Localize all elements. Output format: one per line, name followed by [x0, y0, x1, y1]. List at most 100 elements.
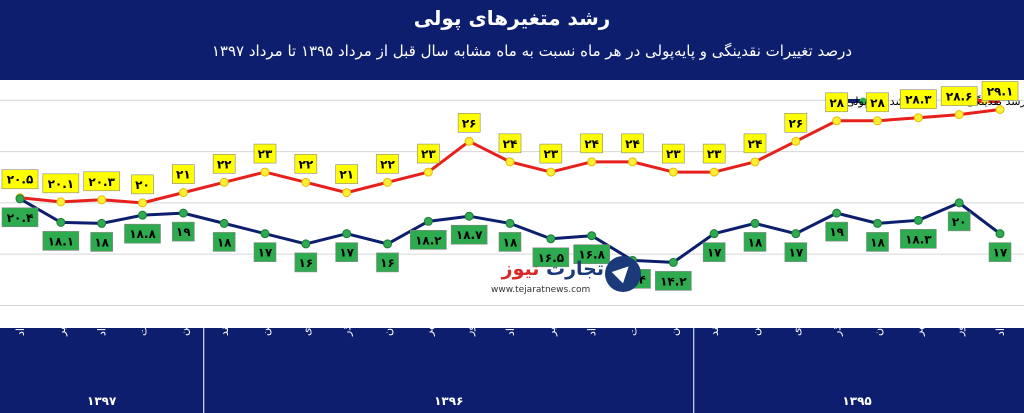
liquidity-data-label-text: ۲۳ [544, 147, 559, 161]
base-point [178, 208, 188, 218]
liquidity-data-label: ۲۶ [457, 113, 481, 133]
base-point [342, 229, 352, 239]
liquidity-point [260, 167, 270, 177]
x-tick-label: دی [300, 328, 313, 336]
liquidity-point [505, 157, 515, 167]
liquidity-data-label-box [212, 154, 236, 174]
logo-name: تجارت نیوز [502, 258, 604, 280]
liquidity-data-label-text: ۲۳ [707, 147, 722, 161]
base-data-label-text: ۱۸.۲ [415, 233, 442, 247]
liquidity-data-label: ۲۲ [212, 154, 236, 174]
liquidity-data-label-box [784, 113, 808, 133]
base-data-label: ۱۸ [866, 232, 889, 252]
logo-name-part1: تجارت [546, 258, 604, 280]
liquidity-data-label-box [866, 92, 889, 113]
liquidity-point [587, 157, 597, 167]
base-data-label: ۲۰.۴ [1, 207, 39, 228]
base-data-label: ۱۷ [702, 242, 726, 262]
base-data-label: ۱۸.۱ [42, 231, 80, 251]
base-data-label: ۱۸.۸ [124, 223, 161, 244]
base-data-label-box [825, 221, 848, 242]
base-data-label-box [124, 223, 161, 244]
logo-url: www.tejaratnews.com [491, 285, 591, 295]
chart-title: رشد متغیرهای پولی [413, 6, 611, 30]
base-data-label-text: ۱۸.۱ [48, 234, 75, 248]
base-data-label-box [532, 247, 570, 268]
base-data-label-text: ۱۷ [258, 246, 273, 260]
base-data-label-box [90, 232, 113, 252]
base-data-label-text: ۱۸.۷ [456, 228, 483, 242]
liquidity-data-label-box [539, 143, 563, 164]
liquidity-data-label-box [131, 174, 154, 195]
x-tick-label: مرداد [504, 328, 517, 336]
liquidity-data-label-text: ۲۴ [625, 137, 640, 151]
liquidity-data-label-text: ۲۸ [829, 96, 844, 110]
base-point [15, 194, 25, 204]
liquidity-point [954, 110, 964, 120]
base-data-label-text: ۲۰.۴ [7, 211, 34, 225]
liquidity-data-label: ۲۰.۳ [83, 171, 120, 192]
base-data-label: ۱۸ [498, 232, 522, 252]
liquidity-point [464, 136, 474, 146]
liquidity-point [873, 116, 882, 126]
base-point [873, 218, 882, 228]
x-tick-label: آذر [830, 328, 844, 337]
liquidity-data-label-box [580, 133, 603, 154]
base-data-label-box [743, 232, 767, 252]
liquidity-data-label-box [83, 171, 120, 192]
liquidity-data-label-box [335, 164, 358, 184]
base-data-label: ۱۹ [172, 221, 195, 242]
base-point [505, 218, 515, 228]
base-data-label: ۱۶.۸ [573, 244, 610, 265]
base-data-label-text: ۱۶ [380, 256, 395, 270]
base-point [260, 229, 270, 239]
liquidity-data-label-text: ۲۹.۱ [987, 84, 1014, 98]
liquidity-data-label: ۲۳ [539, 143, 563, 164]
liquidity-data-label: ۲۴ [743, 133, 767, 154]
base-data-label-box [988, 242, 1012, 262]
year-group-label: ۱۳۹۵ [842, 394, 871, 408]
liquidity-data-label-text: ۲۲ [299, 157, 314, 171]
liquidity-data-label-text: ۲۳ [421, 147, 436, 161]
base-point [138, 210, 147, 220]
base-data-label-text: ۱۸ [870, 235, 885, 249]
liquidity-data-label-box [498, 133, 522, 154]
liquidity-data-label-box [825, 92, 848, 113]
liquidity-data-label: ۲۳ [417, 143, 440, 164]
base-data-label-box [655, 271, 692, 291]
base-point [995, 229, 1005, 239]
x-tick-label: آبان [871, 328, 885, 336]
liquidity-point [423, 167, 433, 177]
liquidity-data-label: ۲۲ [376, 154, 399, 174]
liquidity-point [791, 136, 801, 146]
base-data-label: ۱۸.۳ [900, 229, 937, 249]
base-data-label-box [212, 232, 236, 252]
liquidity-data-label-text: ۲۰.۱ [48, 177, 75, 191]
x-tick-label: فروردین [667, 328, 680, 336]
base-data-label-box [1, 207, 39, 228]
base-data-label-text: ۱۷ [993, 246, 1008, 260]
liquidity-data-label: ۲۰.۵ [1, 169, 39, 190]
liquidity-data-label-box [172, 164, 195, 184]
base-data-label: ۱۸ [90, 232, 113, 252]
base-line [19, 197, 1001, 264]
base-data-label-text: ۱۸.۳ [905, 232, 932, 246]
liquidity-data-label: ۲۳ [702, 143, 726, 164]
liquidity-data-label-text: ۲۳ [666, 147, 681, 161]
x-tick-label: مرداد [994, 328, 1007, 336]
x-tick-label: مرداد [14, 328, 27, 336]
liquidity-data-label: ۲۶ [784, 113, 808, 133]
liquidity-data-label-text: ۲۲ [380, 157, 395, 171]
liquidity-data-label: ۲۸ [866, 92, 889, 113]
liquidity-data-label-box [743, 133, 767, 154]
liquidity-point [913, 113, 923, 123]
x-tick-label: بهمن [259, 328, 272, 336]
base-data-label-box [42, 231, 80, 251]
base-point [750, 218, 760, 228]
base-point [709, 229, 719, 239]
base-data-label-box [253, 242, 277, 262]
tejarat-news-logo: تجارت نیوز www.tejaratnews.com [487, 254, 652, 300]
base-data-label: ۱۷ [335, 242, 358, 262]
base-data-label: ۱۴.۲ [655, 271, 692, 291]
base-data-label: ۱۸ [743, 232, 767, 252]
